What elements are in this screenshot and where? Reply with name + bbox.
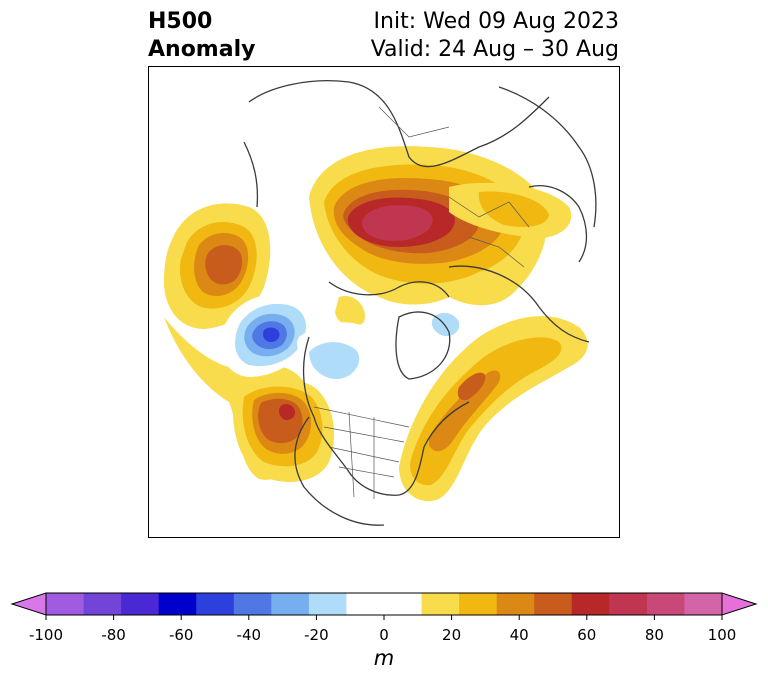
colorbar-segment bbox=[646, 593, 685, 615]
map-title-right: Init: Wed 09 Aug 2023 Valid: 24 Aug – 30… bbox=[371, 8, 619, 64]
colorbar-unit-label: m bbox=[373, 646, 395, 670]
trough-gulf-of-alaska bbox=[221, 293, 314, 377]
colorbar-tick-label: 0 bbox=[379, 626, 389, 644]
colorbar-segment bbox=[158, 593, 197, 615]
title-product-label: Anomaly bbox=[148, 37, 256, 62]
colorbar-tick-label: -40 bbox=[236, 626, 262, 644]
colorbar-tick-label: -60 bbox=[168, 626, 194, 644]
colorbar-segment bbox=[421, 593, 460, 615]
colorbar-tick-label: -20 bbox=[304, 626, 329, 644]
colorbar-tick-label: 100 bbox=[707, 626, 737, 644]
anomaly-map-svg bbox=[164, 80, 597, 526]
map-title-left: H500 Anomaly bbox=[148, 8, 255, 64]
colorbar-segment bbox=[233, 593, 272, 615]
colorbar-segment bbox=[271, 593, 310, 615]
colorbar-min-extend bbox=[10, 592, 47, 616]
ridge-arctic-extension bbox=[335, 182, 572, 327]
colorbar-segments bbox=[46, 593, 723, 615]
init-date-label: Init: Wed 09 Aug 2023 bbox=[373, 9, 619, 34]
colorbar-tick-label: 40 bbox=[509, 626, 529, 644]
colorbar-segment bbox=[684, 593, 723, 615]
colorbar-segment bbox=[534, 593, 573, 615]
trough-central-canada bbox=[296, 312, 460, 382]
title-field-label: H500 bbox=[148, 9, 213, 34]
colorbar-ticks bbox=[45, 615, 723, 620]
colorbar-segment bbox=[46, 593, 85, 615]
colorbar-segment bbox=[308, 593, 347, 615]
anomaly-map bbox=[148, 66, 620, 538]
colorbar-tick-label: 80 bbox=[644, 626, 664, 644]
colorbar bbox=[10, 592, 758, 620]
ridge-north-atlantic bbox=[399, 316, 588, 502]
colorbar-segment bbox=[83, 593, 122, 615]
colorbar-tick-label: -80 bbox=[101, 626, 126, 644]
colorbar-tick-label: 60 bbox=[577, 626, 597, 644]
valid-range-label: Valid: 24 Aug – 30 Aug bbox=[370, 37, 619, 62]
colorbar-segment bbox=[571, 593, 610, 615]
colorbar-segment bbox=[459, 593, 498, 615]
colorbar-tick-label: 20 bbox=[442, 626, 462, 644]
colorbar-segment bbox=[346, 593, 385, 615]
political-borders bbox=[313, 106, 530, 499]
colorbar-segment bbox=[609, 593, 648, 615]
colorbar-segment bbox=[121, 593, 160, 615]
colorbar-segment bbox=[384, 593, 423, 615]
colorbar-segment bbox=[496, 593, 535, 615]
colorbar-segment bbox=[196, 593, 235, 615]
coastlines bbox=[243, 80, 597, 526]
colorbar-tick-label: -100 bbox=[28, 626, 64, 644]
colorbar-max-extend bbox=[721, 592, 758, 616]
ridge-alaska bbox=[164, 203, 271, 329]
